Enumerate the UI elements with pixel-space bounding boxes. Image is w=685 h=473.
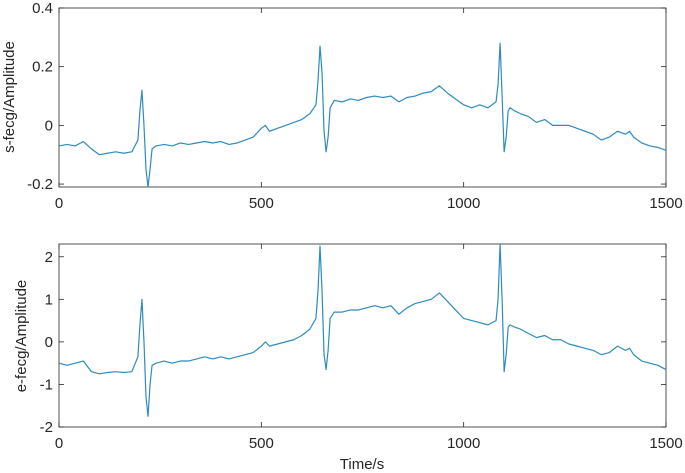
bottom-y-tick-label: 1	[45, 291, 53, 308]
bottom-x-tick-label: 500	[249, 435, 274, 452]
bottom-panel: -2 -1 0 1 2 0 500 1000 1500 e-fecg/Amplitude Ti…	[13, 243, 683, 473]
bottom-x-tick-label: 0	[55, 435, 63, 452]
top-series-line	[58, 42, 667, 188]
top-y-tick-label: 0.4	[32, 0, 53, 17]
top-x-tick-label: 500	[249, 195, 274, 212]
bottom-x-axis-label: Time/s	[340, 456, 384, 473]
bottom-y-ticks: -2 -1 0 1 2	[40, 249, 666, 436]
bottom-y-tick-label: 0	[45, 334, 53, 351]
top-axes-frame	[58, 7, 667, 188]
top-y-axis-label: s-fecg/Amplitude	[1, 41, 18, 153]
bottom-x-ticks: 0 500 1000 1500	[55, 244, 683, 452]
bottom-x-tick-label: 1000	[447, 435, 480, 452]
top-x-ticks: 0 500 1000 1500	[55, 8, 683, 212]
bottom-series-line	[58, 243, 667, 417]
top-panel: -0.200.20.4 0 500 1000 1500 s-fecg/Amplitud…	[1, 0, 683, 212]
top-y-tick-label: 0.2	[32, 59, 53, 76]
bottom-y-axis-label: e-fecg/Amplitude	[13, 280, 30, 393]
top-y-tick-label: -0.2	[27, 176, 53, 193]
top-y-ticks: -0.2 0 0.2 0.4	[27, 0, 666, 193]
bottom-y-tick-label: 2	[45, 249, 53, 266]
top-x-tick-label: 1000	[447, 195, 480, 212]
top-y-tick-label: 0	[45, 117, 53, 134]
bottom-y-tick-label: -2	[40, 419, 53, 436]
top-x-tick-label: 0	[55, 195, 63, 212]
bottom-y-tick-label: -1	[40, 376, 53, 393]
bottom-x-tick-label: 1500	[649, 435, 682, 452]
bottom-axes-frame	[58, 243, 667, 428]
top-x-tick-label: 1500	[649, 195, 682, 212]
